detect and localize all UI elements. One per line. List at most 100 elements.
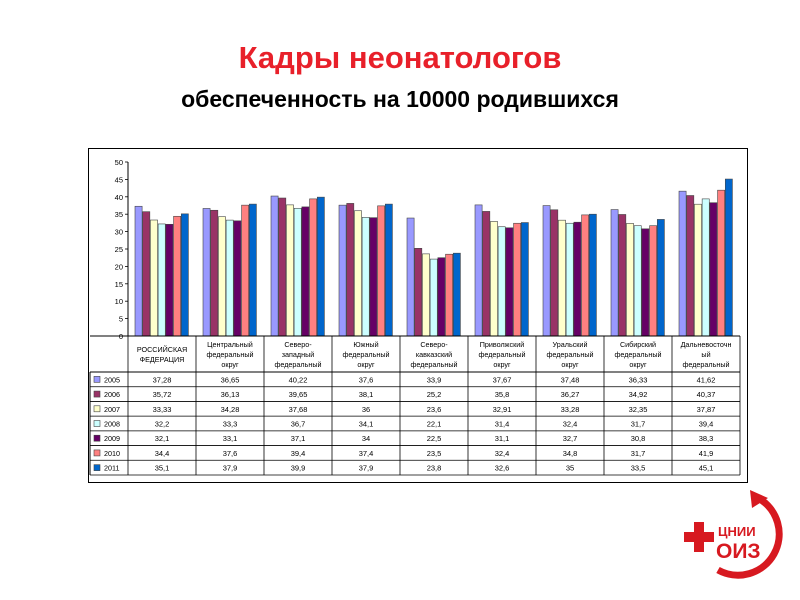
category-label: федеральный [410,360,457,369]
data-label-2009-cat-3: 34 [362,434,370,443]
category-label: Центральный [207,340,253,349]
category-label: Сибирский [620,340,656,349]
slide-subtitle: обеспеченность на 10000 родившихся [181,86,619,112]
y-tick-label: 30 [115,228,123,237]
bar-2010-cat-7 [649,225,657,337]
y-tick-label: 50 [115,158,123,167]
category-label: кавказский [416,350,452,359]
data-label-2007-cat-1: 34,28 [221,405,240,414]
bar-2011-cat-0 [180,213,189,337]
data-label-2006-cat-3: 38,1 [359,390,374,399]
data-label-2005-cat-0: 37,28 [153,375,172,384]
category-label: Дальневосточн [681,340,732,349]
data-label-2010-cat-1: 37,6 [223,449,238,458]
category-label: округ [221,360,239,369]
bar-2010-cat-0 [173,215,181,337]
data-label-2007-cat-8: 37,87 [697,405,716,414]
data-label-2008-cat-3: 34,1 [359,420,374,429]
legend-key-2006 [93,390,101,398]
bar-2006-cat-2 [278,197,287,337]
category-label: Северо- [420,340,448,349]
data-label-2011-cat-5: 32,6 [495,464,510,473]
bar-2008-cat-3 [361,217,370,337]
data-label-2009-cat-2: 37,1 [291,434,306,443]
legend-key-2010 [93,449,101,457]
y-tick-label: 45 [115,175,123,184]
data-label-2007-cat-3: 36 [362,405,370,414]
bar-2010-cat-2 [309,198,317,337]
logo-arc-icon [716,494,783,579]
bar-2007-cat-4 [422,253,430,337]
category-label: западный [282,350,315,359]
category-label: РОССИЙСКАЯ [137,345,187,354]
bar-2005-cat-6 [542,205,551,337]
legend-label-2005: 2005 [104,375,120,384]
bar-2009-cat-6 [573,221,582,337]
bar-2011-cat-8 [724,178,733,337]
bar-2008-cat-5 [497,226,506,337]
bar-2011-cat-7 [656,219,665,337]
bar-2006-cat-8 [686,195,695,337]
data-label-2005-cat-7: 36,33 [629,375,648,384]
data-label-2005-cat-1: 36,65 [221,375,240,384]
data-label-2007-cat-4: 23,6 [427,405,442,414]
bar-2009-cat-4 [437,257,446,337]
bar-2011-cat-5 [520,222,529,337]
legend-label-2010: 2010 [104,449,120,458]
category-label: Уральский [553,340,588,349]
bar-2007-cat-2 [286,204,294,337]
data-label-2008-cat-0: 32,2 [155,420,170,429]
data-label-2006-cat-2: 39,65 [289,390,308,399]
data-label-2007-cat-5: 32,91 [493,405,512,414]
data-label-2009-cat-1: 33,1 [223,434,238,443]
bar-2007-cat-3 [354,210,362,337]
category-label: округ [357,360,375,369]
data-label-2005-cat-6: 37,48 [561,375,580,384]
data-label-2006-cat-7: 34,92 [629,390,648,399]
data-label-2006-cat-8: 40,37 [697,390,716,399]
bar-2008-cat-1 [225,219,234,337]
bar-2009-cat-1 [233,220,242,337]
data-label-2008-cat-4: 22,1 [427,420,442,429]
data-label-2011-cat-6: 35 [566,464,574,473]
y-tick-label: 35 [115,210,123,219]
category-label: округ [493,360,511,369]
data-label-2008-cat-2: 36,7 [291,420,306,429]
data-label-2011-cat-0: 35,1 [155,464,170,473]
data-label-2007-cat-6: 33,28 [561,405,580,414]
data-label-2008-cat-1: 33,3 [223,420,238,429]
data-label-2010-cat-0: 34,4 [155,449,170,458]
legend-label-2009: 2009 [104,434,120,443]
category-label: ый [701,350,710,359]
bar-2005-cat-4 [406,217,415,337]
bar-2009-cat-0 [165,223,174,337]
bar-2010-cat-4 [445,253,453,337]
data-label-2010-cat-3: 37,4 [359,449,374,458]
bar-2010-cat-3 [377,205,385,337]
bar-2007-cat-0 [150,219,158,337]
bar-2011-cat-3 [384,203,393,337]
y-tick-label: 25 [115,245,123,254]
data-label-2010-cat-6: 34,8 [563,449,578,458]
data-label-2008-cat-5: 31,4 [495,420,510,429]
data-label-2007-cat-2: 37,68 [289,405,308,414]
legend-key-2011 [93,464,101,471]
data-label-2008-cat-8: 39,4 [699,420,714,429]
bar-2005-cat-2 [270,195,279,337]
category-label: округ [561,360,579,369]
y-tick-label: 10 [115,297,123,306]
data-label-2010-cat-4: 23,5 [427,449,442,458]
data-label-2011-cat-4: 23,8 [427,464,442,473]
logo-arrow-icon [750,490,768,508]
data-label-2010-cat-5: 32,4 [495,449,510,458]
bar-chart-with-data-table: 05101520253035404550РОССИЙСКАЯФЕДЕРАЦИЯЦ… [88,148,748,483]
bar-2008-cat-2 [293,207,302,337]
bar-2006-cat-7 [618,214,627,337]
bar-2008-cat-4 [429,258,438,337]
data-label-2009-cat-5: 31,1 [495,434,510,443]
category-label: федеральный [342,350,389,359]
bar-2005-cat-5 [474,204,483,337]
data-label-2007-cat-7: 32,35 [629,405,648,414]
data-label-2006-cat-4: 25,2 [427,390,442,399]
category-label: Южный [353,340,378,349]
